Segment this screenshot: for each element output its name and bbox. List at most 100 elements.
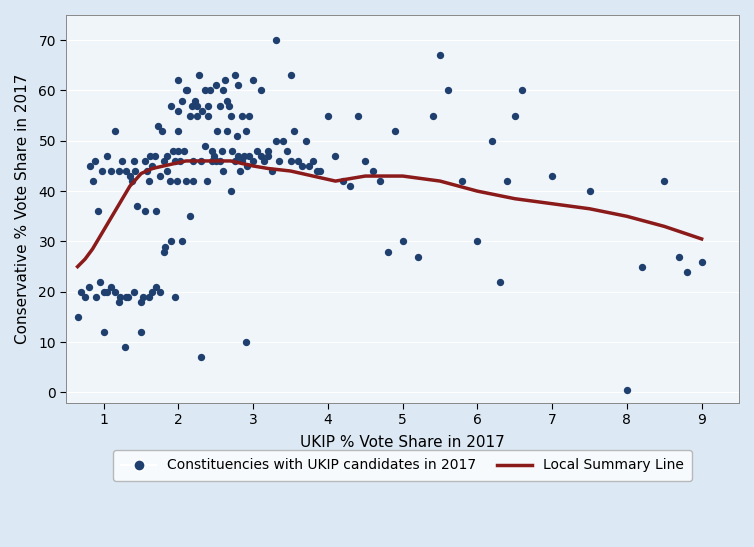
Point xyxy=(296,161,308,170)
Point xyxy=(255,152,267,160)
Point xyxy=(173,147,185,155)
Point xyxy=(196,106,208,115)
Point xyxy=(198,86,210,95)
Point xyxy=(173,106,185,115)
Point xyxy=(221,96,233,105)
Y-axis label: Conservative % Vote Share in 2017: Conservative % Vote Share in 2017 xyxy=(15,74,30,344)
Point xyxy=(352,111,364,120)
X-axis label: UKIP % Vote Share in 2017: UKIP % Vote Share in 2017 xyxy=(300,435,505,450)
Point xyxy=(174,156,186,165)
Point xyxy=(337,177,349,185)
Point xyxy=(360,156,372,165)
Point xyxy=(228,156,241,165)
Point xyxy=(366,167,379,176)
Point xyxy=(191,101,203,110)
Point xyxy=(116,156,128,165)
Point xyxy=(427,111,439,120)
Point xyxy=(456,177,468,185)
Point xyxy=(244,152,256,160)
Point xyxy=(146,287,158,296)
Point xyxy=(173,76,185,85)
Point xyxy=(509,111,521,120)
Point xyxy=(251,147,263,155)
Point xyxy=(188,156,200,165)
Point xyxy=(173,126,185,135)
Point xyxy=(494,277,506,286)
Point xyxy=(223,101,235,110)
Point xyxy=(232,81,244,90)
Point xyxy=(208,152,220,160)
Point xyxy=(516,86,529,95)
Point xyxy=(311,167,323,176)
Point xyxy=(255,86,267,95)
Point xyxy=(114,293,126,301)
Point xyxy=(412,252,424,261)
Point xyxy=(299,136,311,145)
Point xyxy=(238,152,250,160)
Point xyxy=(673,252,685,261)
Point xyxy=(232,152,244,160)
Point xyxy=(270,136,282,145)
Point xyxy=(139,207,151,216)
Point xyxy=(146,161,158,170)
Point xyxy=(247,156,259,165)
Point xyxy=(198,142,210,150)
Point xyxy=(121,293,133,301)
Point xyxy=(158,156,170,165)
Point xyxy=(303,161,315,170)
Point xyxy=(87,177,99,185)
Point xyxy=(124,172,136,181)
Point xyxy=(112,167,124,176)
Point xyxy=(501,177,513,185)
Point xyxy=(204,86,216,95)
Point xyxy=(292,156,304,165)
Point xyxy=(144,152,156,160)
Point xyxy=(165,101,177,110)
Point xyxy=(169,293,181,301)
Point xyxy=(188,177,200,185)
Point xyxy=(193,71,205,80)
Point xyxy=(471,237,483,246)
Point xyxy=(217,167,229,176)
Point xyxy=(201,177,213,185)
Point xyxy=(161,152,173,160)
Point xyxy=(219,76,231,85)
Point xyxy=(284,71,296,80)
Point xyxy=(211,126,223,135)
Point xyxy=(262,152,274,160)
Point xyxy=(143,293,155,301)
Point xyxy=(184,111,196,120)
Point xyxy=(234,167,246,176)
Point xyxy=(546,172,558,181)
Point xyxy=(118,343,130,352)
Point xyxy=(240,126,252,135)
Point xyxy=(621,386,633,394)
Point xyxy=(216,147,228,155)
Point xyxy=(158,247,170,256)
Point xyxy=(329,152,342,160)
Point xyxy=(217,86,229,95)
Point xyxy=(382,247,394,256)
Point xyxy=(277,136,289,145)
Point xyxy=(225,111,237,120)
Point xyxy=(274,156,286,165)
Point xyxy=(154,172,166,181)
Point xyxy=(180,86,192,95)
Point xyxy=(186,101,198,110)
Point xyxy=(240,337,252,346)
Point xyxy=(75,287,87,296)
Point xyxy=(152,121,164,130)
Point xyxy=(397,237,409,246)
Point xyxy=(169,156,181,165)
Point xyxy=(241,161,253,170)
Point xyxy=(206,156,218,165)
Point xyxy=(221,126,233,135)
Point xyxy=(236,111,248,120)
Point xyxy=(171,177,183,185)
Point xyxy=(259,156,271,165)
Point xyxy=(345,182,357,190)
Point xyxy=(176,237,188,246)
Point xyxy=(270,36,282,44)
Point xyxy=(434,51,446,60)
Point xyxy=(141,167,153,176)
